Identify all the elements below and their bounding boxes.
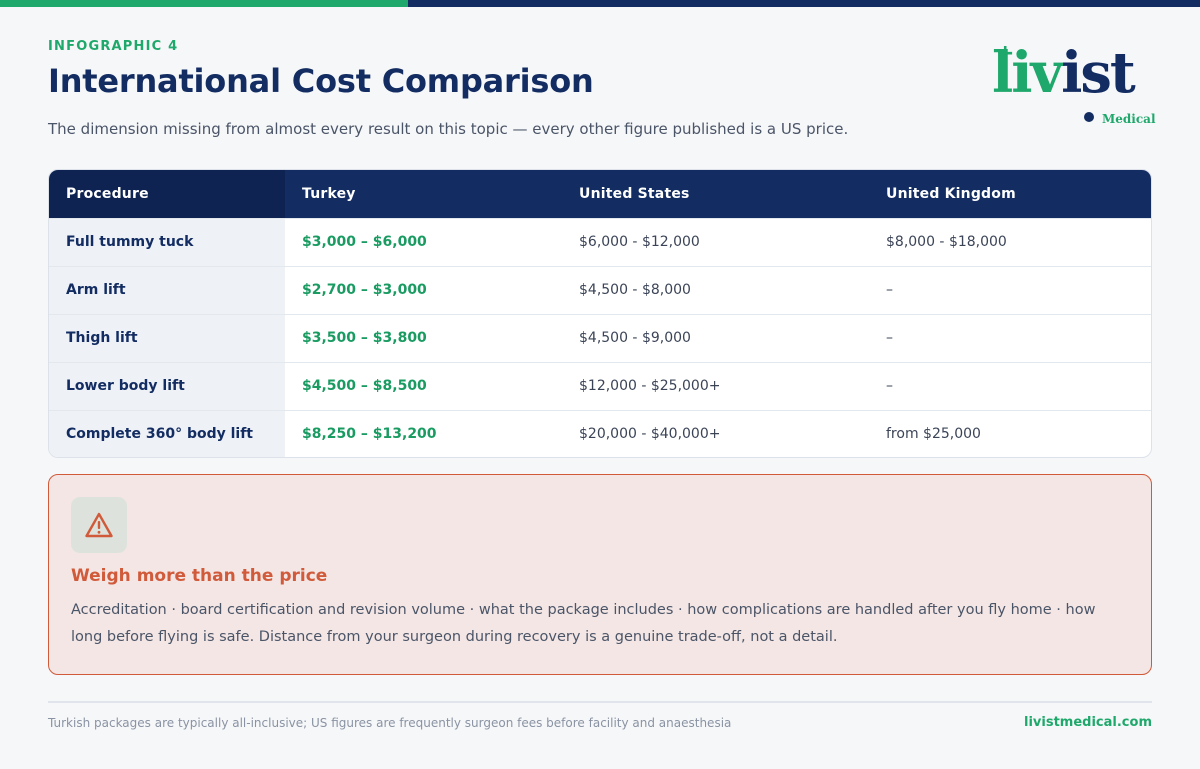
table-row: Thigh lift $3,500 – $3,800 $4,500 - $9,0… bbox=[49, 313, 1151, 362]
table-header-row: Procedure Turkey United States United Ki… bbox=[49, 170, 1151, 218]
us-price-cell: $6,000 - $12,000 bbox=[562, 217, 869, 266]
column-header-turkey: Turkey bbox=[285, 170, 562, 218]
callout-heading: Weigh more than the price bbox=[71, 566, 328, 586]
logo-wordmark-green: liv bbox=[992, 40, 1063, 106]
logo-dot bbox=[1084, 112, 1094, 122]
logo-tagline: Medical bbox=[1102, 112, 1156, 126]
top-accent-green bbox=[0, 0, 408, 7]
uk-price-cell: $8,000 - $18,000 bbox=[869, 217, 1151, 266]
us-price-cell: $4,500 - $9,000 bbox=[562, 313, 869, 362]
procedure-cell: Complete 360° body lift bbox=[49, 409, 285, 457]
uk-price-cell: – bbox=[869, 265, 1151, 314]
page-subtitle: The dimension missing from almost every … bbox=[48, 120, 849, 138]
cost-comparison-table: Procedure Turkey United States United Ki… bbox=[48, 169, 1152, 458]
procedure-cell: Lower body lift bbox=[49, 361, 285, 410]
website-link[interactable]: livistmedical.com bbox=[1024, 715, 1152, 730]
procedure-cell: Arm lift bbox=[49, 265, 285, 314]
us-price-cell: $12,000 - $25,000+ bbox=[562, 361, 869, 410]
warning-callout: Weigh more than the price Accreditation … bbox=[48, 474, 1152, 675]
footer-divider bbox=[48, 701, 1152, 703]
turkey-price-cell: $2,700 – $3,000 bbox=[285, 265, 562, 314]
uk-price-cell: – bbox=[869, 361, 1151, 410]
warning-triangle-icon bbox=[85, 512, 113, 538]
turkey-price-cell: $8,250 – $13,200 bbox=[285, 409, 562, 457]
logo-wordmark-navy: ist bbox=[1061, 40, 1136, 106]
table-row: Complete 360° body lift $8,250 – $13,200… bbox=[49, 409, 1151, 457]
column-header-procedure: Procedure bbox=[49, 170, 285, 218]
page-title: International Cost Comparison bbox=[48, 62, 594, 100]
procedure-cell: Thigh lift bbox=[49, 313, 285, 362]
turkey-price-cell: $3,500 – $3,800 bbox=[285, 313, 562, 362]
us-price-cell: $4,500 - $8,000 bbox=[562, 265, 869, 314]
column-header-us: United States bbox=[562, 170, 869, 218]
medical-cross-icon: + bbox=[996, 41, 1015, 66]
uk-price-cell: from $25,000 bbox=[869, 409, 1151, 457]
callout-body: Accreditation · board certification and … bbox=[71, 602, 1096, 645]
us-price-cell: $20,000 - $40,000+ bbox=[562, 409, 869, 457]
brand-logo: + livist Medical bbox=[990, 40, 1160, 130]
table-row: Arm lift $2,700 – $3,000 $4,500 - $8,000… bbox=[49, 265, 1151, 314]
logo-wordmark: livist bbox=[992, 40, 1136, 106]
turkey-price-cell: $3,000 – $6,000 bbox=[285, 217, 562, 266]
procedure-cell: Full tummy tuck bbox=[49, 217, 285, 266]
footer-note: Turkish packages are typically all-inclu… bbox=[48, 716, 732, 730]
warning-icon-box bbox=[71, 497, 127, 553]
table-row: Lower body lift $4,500 – $8,500 $12,000 … bbox=[49, 361, 1151, 410]
column-header-uk: United Kingdom bbox=[869, 170, 1151, 218]
top-accent-bar bbox=[0, 0, 1200, 7]
turkey-price-cell: $4,500 – $8,500 bbox=[285, 361, 562, 410]
uk-price-cell: – bbox=[869, 313, 1151, 362]
eyebrow-label: INFOGRAPHIC 4 bbox=[48, 39, 179, 54]
top-accent-navy bbox=[408, 0, 1200, 7]
table-row: Full tummy tuck $3,000 – $6,000 $6,000 -… bbox=[49, 217, 1151, 266]
